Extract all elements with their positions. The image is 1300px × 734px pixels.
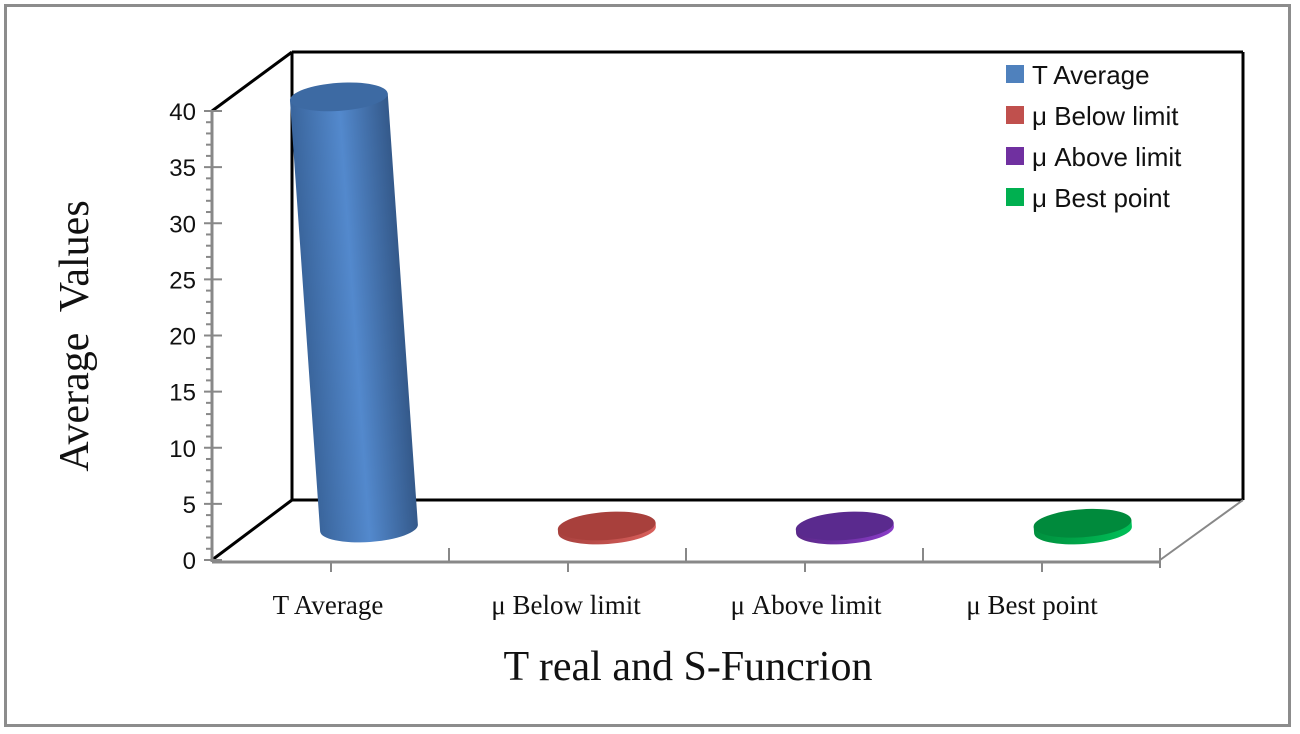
legend-label-t-average: T Average [1032,60,1150,90]
floor-edge [1159,499,1244,561]
legend-swatch-best-point [1006,188,1024,206]
y-tick-labels: 0 5 10 15 20 25 30 35 40 [169,99,196,575]
x-axis-title: T real and S-Funcrion [504,644,873,690]
y-tick-label: 30 [169,211,196,238]
y-tick-label: 5 [183,492,196,519]
y-tick-label: 35 [169,155,196,182]
x-tick-t-average: T Average [273,590,384,620]
y-tick-label: 15 [169,380,196,407]
y-tick-label: 40 [169,99,196,126]
legend-swatch-below-limit [1006,106,1024,124]
x-tick-above-limit: μ Above limit [731,590,882,620]
bar-above-limit [795,511,894,545]
legend-label-best-point: μ Best point [1032,183,1171,213]
legend: T Average μ Below limit μ Above limit μ … [1006,60,1182,213]
legend-label-above-limit: μ Above limit [1032,142,1182,172]
chart-frame [4,4,1291,727]
bar-below-limit [557,511,656,545]
y-tick-label: 25 [169,267,196,294]
x-tick-labels: T Average μ Below limit μ Above limit μ … [273,590,1099,620]
y-tick-label: 10 [169,436,196,463]
legend-swatch-t-average [1006,65,1024,83]
legend-label-below-limit: μ Below limit [1032,101,1179,131]
x-axis [212,548,1161,572]
legend-swatch-above-limit [1006,147,1024,165]
bar-t-average [289,82,418,543]
x-tick-best-point: μ Best point [966,590,1098,620]
y-axis-title: Average Values [52,200,98,471]
x-tick-below-limit: μ Below limit [491,590,641,620]
bar-series [289,82,1132,545]
bar-best-point [1033,508,1132,545]
y-tick-label: 20 [169,324,196,351]
y-tick-label: 0 [183,548,196,575]
y-axis [204,110,222,562]
